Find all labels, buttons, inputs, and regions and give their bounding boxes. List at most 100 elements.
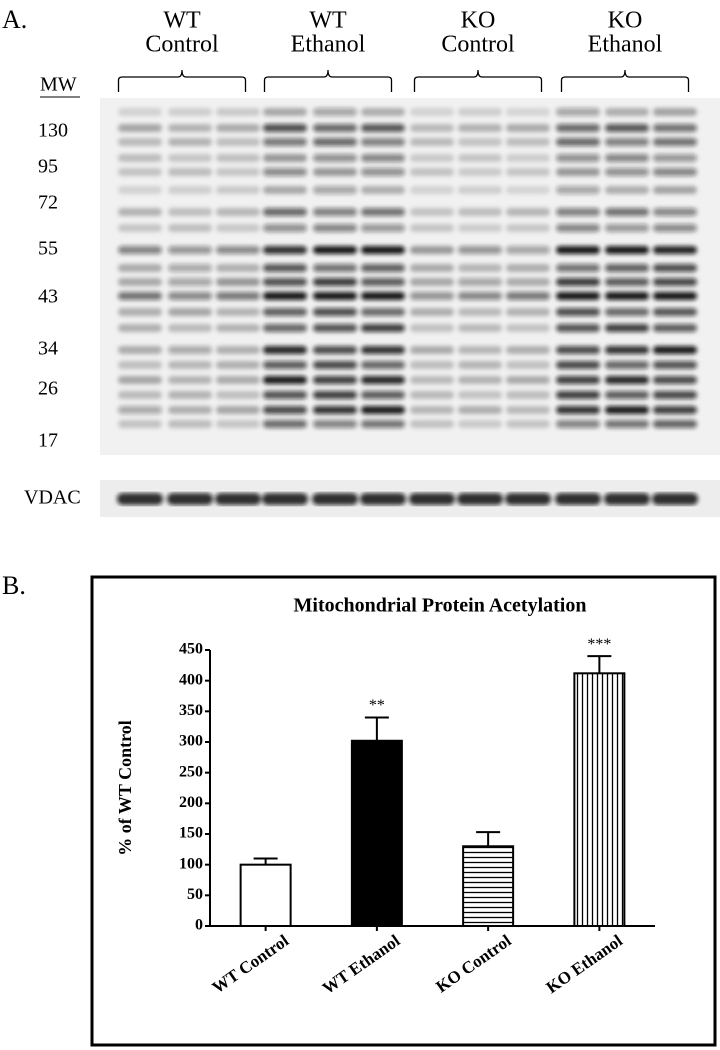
bands	[118, 108, 697, 428]
y-tick-label: 200	[179, 794, 203, 811]
band	[168, 361, 212, 369]
band	[556, 168, 600, 176]
band	[216, 138, 260, 146]
band	[506, 308, 550, 316]
bar	[462, 845, 515, 927]
band	[313, 406, 357, 414]
band	[168, 292, 212, 300]
band	[118, 246, 162, 254]
band	[361, 391, 405, 399]
band	[216, 108, 260, 116]
band	[361, 278, 405, 286]
y-tick-label: 100	[179, 855, 203, 872]
band	[168, 168, 212, 176]
band	[313, 138, 357, 146]
band	[118, 264, 162, 272]
band	[458, 420, 502, 428]
band	[263, 376, 307, 384]
band	[168, 224, 212, 232]
band	[263, 246, 307, 254]
band	[556, 186, 600, 194]
band	[506, 324, 550, 332]
band	[118, 154, 162, 162]
band	[410, 264, 454, 272]
band	[216, 278, 260, 286]
band	[653, 324, 697, 332]
band	[410, 108, 454, 116]
y-tick-label: 300	[179, 733, 203, 750]
band	[506, 154, 550, 162]
band	[653, 278, 697, 286]
band	[361, 154, 405, 162]
band	[653, 224, 697, 232]
band	[556, 208, 600, 216]
band	[118, 208, 162, 216]
band	[556, 406, 600, 414]
band	[556, 324, 600, 332]
band	[263, 278, 307, 286]
band	[361, 324, 405, 332]
x-tick-label: WT Control	[209, 931, 293, 998]
band	[313, 154, 357, 162]
band	[263, 108, 307, 116]
band	[118, 308, 162, 316]
band	[216, 376, 260, 384]
band	[505, 493, 551, 505]
bracket	[560, 69, 690, 92]
band	[118, 186, 162, 194]
band	[118, 224, 162, 232]
band	[410, 292, 454, 300]
band	[653, 264, 697, 272]
band	[215, 493, 261, 505]
band	[313, 391, 357, 399]
band	[168, 308, 212, 316]
band	[506, 391, 550, 399]
bands	[117, 493, 698, 505]
band	[653, 376, 697, 384]
band	[216, 406, 260, 414]
band	[458, 324, 502, 332]
band	[117, 493, 163, 505]
y-tick-label: 450	[179, 641, 203, 658]
band	[361, 124, 405, 132]
mw-marker: 26	[38, 378, 58, 400]
band	[410, 224, 454, 232]
band	[313, 324, 357, 332]
band	[506, 138, 550, 146]
band	[653, 361, 697, 369]
mw-marker: 130	[38, 120, 68, 142]
mw-marker: 17	[38, 430, 58, 452]
band	[458, 246, 502, 254]
band	[605, 154, 649, 162]
band	[118, 406, 162, 414]
band	[118, 108, 162, 116]
band	[361, 208, 405, 216]
mw-marker: 34	[38, 338, 58, 360]
group-label: Ethanol	[291, 32, 366, 58]
band	[506, 346, 550, 354]
band	[410, 168, 454, 176]
band	[313, 346, 357, 354]
band	[118, 138, 162, 146]
band	[506, 376, 550, 384]
y-tick-label: 150	[179, 825, 203, 842]
band	[653, 186, 697, 194]
band	[605, 420, 649, 428]
band	[361, 346, 405, 354]
band	[605, 208, 649, 216]
band	[556, 308, 600, 316]
band	[556, 346, 600, 354]
band	[458, 108, 502, 116]
band	[313, 376, 357, 384]
band	[458, 361, 502, 369]
band	[410, 246, 454, 254]
band	[556, 278, 600, 286]
band	[168, 124, 212, 132]
band	[263, 138, 307, 146]
band	[556, 246, 600, 254]
band	[457, 493, 503, 505]
band	[458, 278, 502, 286]
group-label: KO	[608, 8, 643, 34]
band	[168, 346, 212, 354]
band	[216, 224, 260, 232]
